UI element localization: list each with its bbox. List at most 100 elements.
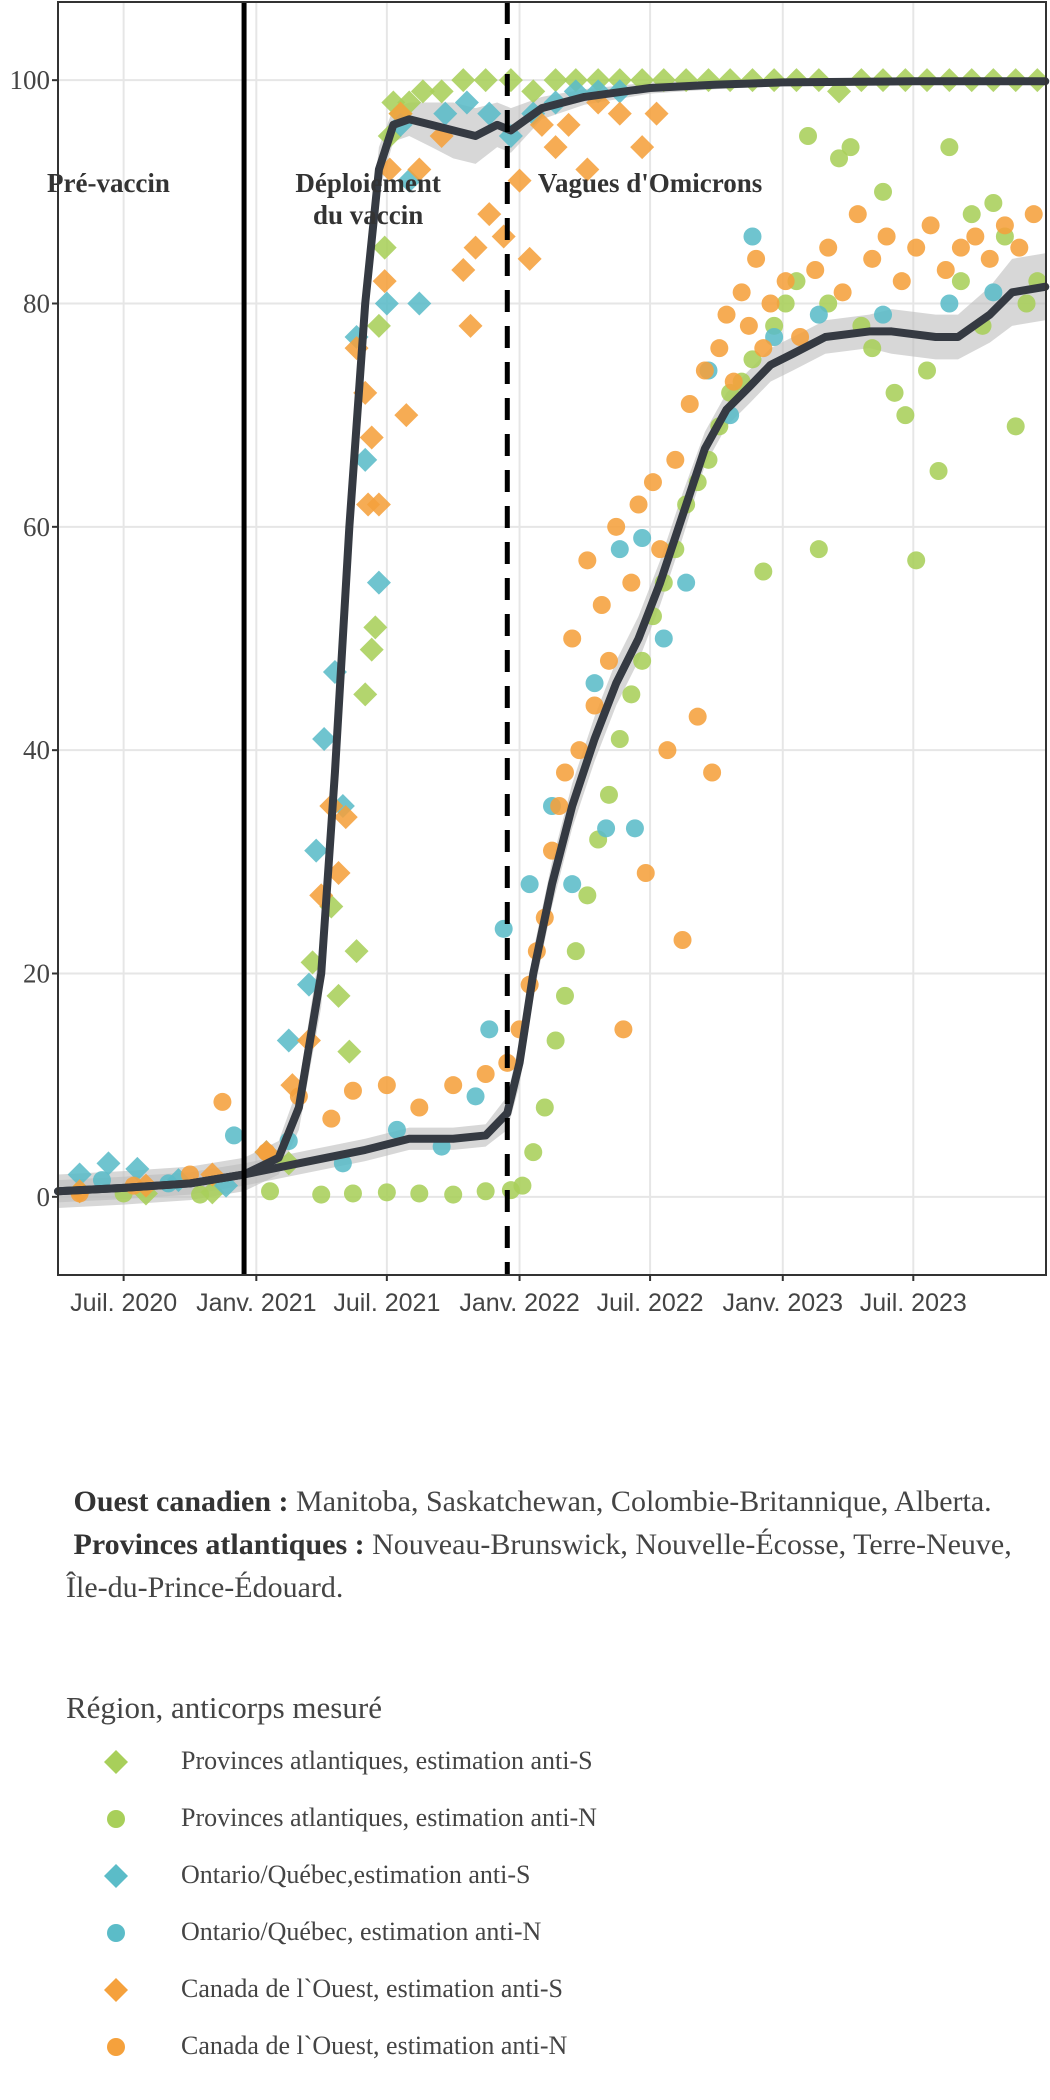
west_s-point xyxy=(394,403,419,428)
annotation-0: Pré-vaccin xyxy=(47,168,170,198)
trend-confidence-bands xyxy=(58,77,1046,1208)
y-tick-label: 80 xyxy=(23,289,50,319)
west_n-point xyxy=(1010,238,1029,257)
onq_s-point xyxy=(276,1028,301,1053)
west_n-point xyxy=(1024,205,1043,224)
legend-circle-icon xyxy=(107,1924,125,1942)
legend-label: Canada de l`Ouest, estimation anti-S xyxy=(181,1974,563,2003)
west_n-point xyxy=(570,741,589,760)
west_n-point xyxy=(444,1076,463,1095)
atl_s-point xyxy=(372,235,397,260)
atl_n-point xyxy=(874,182,893,201)
west_n-point xyxy=(921,216,940,235)
onq_s-point xyxy=(312,727,337,751)
onq_n-point xyxy=(92,1171,111,1190)
atl_n-point xyxy=(830,149,849,168)
atl_s-point xyxy=(366,313,391,338)
atl_n-point xyxy=(610,730,629,748)
x-tick-label: Juil. 2021 xyxy=(333,1289,440,1317)
legend-items: Provinces atlantiques, estimation anti-S… xyxy=(66,1740,597,2082)
onq_n-point xyxy=(520,875,539,894)
atl_n-point xyxy=(754,562,773,581)
atl_n-point xyxy=(940,138,959,157)
west_n-point xyxy=(739,316,758,335)
west_n-point xyxy=(951,238,970,257)
atl_n-point xyxy=(951,272,970,291)
west_s-point xyxy=(607,101,632,126)
legend-item-onq_n: Ontario/Québec, estimation anti-N xyxy=(66,1911,541,1968)
onq_s-point xyxy=(67,1162,92,1187)
west_s-point xyxy=(326,861,351,885)
west_s-point xyxy=(556,112,581,137)
west_n-point xyxy=(995,216,1014,235)
legend: Région, anticorps mesuré Provinces atlan… xyxy=(66,1690,597,2082)
atl_s-point xyxy=(429,79,454,104)
atl_n-point xyxy=(343,1184,362,1203)
atl_s-point xyxy=(473,68,498,93)
note-atlantic-provinces: Provinces atlantiques : Nouveau-Brunswic… xyxy=(66,1523,1026,1609)
legend-diamond-icon xyxy=(104,1978,128,2002)
y-tick-label: 20 xyxy=(23,959,50,989)
west_n-point xyxy=(806,261,825,279)
chart: Pré-vaccin Déploiement du vaccin Vagues d'O… xyxy=(10,1,1050,1317)
west_n-point xyxy=(907,238,926,257)
legend-diamond-icon xyxy=(104,1864,128,1888)
west_n-point xyxy=(614,1020,633,1039)
west_n-point xyxy=(754,339,773,358)
west_n-point xyxy=(651,540,670,559)
west_s-point xyxy=(333,805,358,830)
onq_n-point xyxy=(494,919,513,938)
legend-key-diamond xyxy=(104,1750,128,1774)
atl_n-point xyxy=(776,294,795,313)
atl_s-point xyxy=(363,615,388,640)
west_n-point xyxy=(732,283,751,302)
west_n-point xyxy=(980,249,999,268)
west_s-point xyxy=(359,425,384,450)
x-tick-label: Juil. 2022 xyxy=(597,1289,704,1317)
onq_n-point xyxy=(743,227,762,246)
trend-anti-s-line xyxy=(54,77,1050,1196)
west_n-point xyxy=(343,1081,362,1100)
legend-label: Canada de l`Ouest, estimation anti-N xyxy=(181,2031,568,2060)
west_n-point xyxy=(791,328,810,346)
y-tick-label: 0 xyxy=(37,1182,51,1212)
atl_s-point xyxy=(359,637,384,662)
legend-circle-icon xyxy=(107,2038,125,2056)
data-points xyxy=(67,68,1050,1206)
y-tick-label: 40 xyxy=(23,735,50,765)
west_n-point xyxy=(578,551,597,570)
west_n-point xyxy=(673,931,692,949)
atl_s-point xyxy=(344,939,369,964)
annotation-2: Vagues d'Omicrons xyxy=(538,168,762,198)
onq_s-point xyxy=(433,101,458,126)
atl_n-point xyxy=(743,350,762,369)
note-western-canada-text: Manitoba, Saskatchewan, Colombie-Britann… xyxy=(288,1485,992,1518)
west_s-point xyxy=(575,157,600,182)
west_n-point xyxy=(717,305,736,324)
atl_n-point xyxy=(841,138,860,157)
onq_n-point xyxy=(874,305,893,324)
west_s-point xyxy=(630,135,655,160)
trend-anti-n-line xyxy=(54,282,1050,1196)
atl_n-point xyxy=(984,194,1003,212)
west_n-point xyxy=(629,495,648,514)
atl_n-point xyxy=(524,1143,543,1162)
atl_n-point xyxy=(622,685,641,704)
west_n-point xyxy=(966,227,985,246)
atl_n-point xyxy=(1006,417,1025,436)
legend-key-circle xyxy=(107,2038,125,2056)
onq_n-point xyxy=(597,819,616,838)
west_n-point xyxy=(607,517,626,536)
note-atlantic-provinces-label: Provinces atlantiques : xyxy=(73,1528,365,1561)
west_n-point xyxy=(710,339,729,358)
onq_n-point xyxy=(984,283,1003,302)
onq_s-point xyxy=(477,101,502,126)
x-tick-label: Janv. 2023 xyxy=(723,1289,843,1317)
west_n-point xyxy=(848,205,867,224)
west_n-point xyxy=(377,1076,396,1095)
legend-item-west_s: Canada de l`Ouest, estimation anti-S xyxy=(66,1968,563,2025)
onq_n-point xyxy=(480,1020,499,1039)
onq_n-point xyxy=(585,674,604,693)
legend-circle-icon xyxy=(107,1810,125,1828)
west_n-point xyxy=(666,450,685,469)
